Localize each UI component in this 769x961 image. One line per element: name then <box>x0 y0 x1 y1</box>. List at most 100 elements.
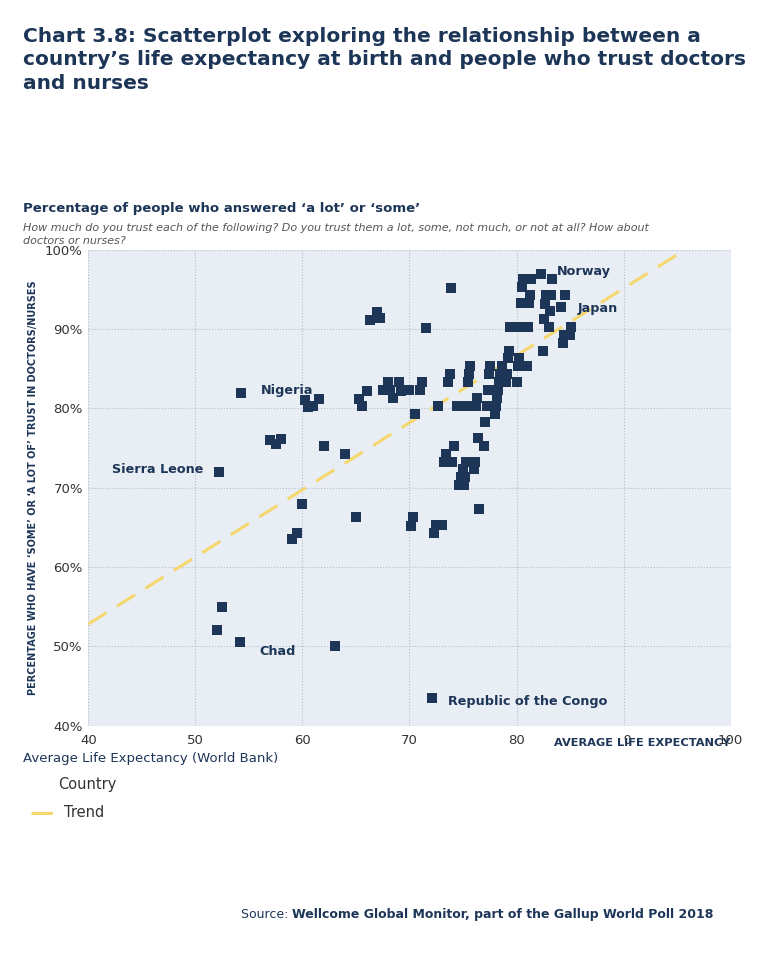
Point <box>419 320 431 335</box>
Point <box>538 311 551 327</box>
Text: Trend: Trend <box>64 804 104 820</box>
Point <box>458 478 470 493</box>
Point <box>364 312 376 328</box>
Point <box>478 438 491 454</box>
Text: Norway: Norway <box>558 265 611 278</box>
Point <box>544 304 556 319</box>
Point <box>339 446 351 461</box>
Point <box>501 367 513 382</box>
Point <box>514 295 527 310</box>
Point <box>494 367 507 382</box>
Point <box>546 272 558 287</box>
Point <box>468 462 480 478</box>
Point <box>270 436 282 452</box>
Point <box>428 526 441 541</box>
Point <box>361 383 373 399</box>
Point <box>445 281 458 296</box>
Point <box>384 382 396 398</box>
Point <box>301 399 314 414</box>
Point <box>500 375 512 390</box>
Text: AVERAGE LIFE EXPECTANCY: AVERAGE LIFE EXPECTANCY <box>554 738 731 748</box>
Point <box>555 299 568 314</box>
Point <box>489 407 501 422</box>
Text: Chart 3.8: Scatterplot exploring the relationship between a
country’s life expec: Chart 3.8: Scatterplot exploring the rel… <box>23 27 746 93</box>
Point <box>523 295 535 310</box>
Text: Country: Country <box>58 776 116 792</box>
Point <box>416 375 428 390</box>
Point <box>495 358 508 374</box>
Point <box>481 399 493 414</box>
Point <box>382 375 394 390</box>
Point <box>522 319 534 334</box>
Point <box>265 432 277 448</box>
Point <box>444 367 456 382</box>
Point <box>430 517 442 532</box>
Point <box>213 464 225 480</box>
Point <box>235 634 247 650</box>
Point <box>558 287 571 303</box>
Point <box>470 399 482 414</box>
Point <box>525 272 538 287</box>
Point <box>484 358 496 374</box>
Point <box>426 690 438 705</box>
Point <box>371 304 384 319</box>
Point <box>307 399 319 414</box>
Point <box>453 478 465 493</box>
Point <box>312 391 325 407</box>
Y-axis label: PERCENTAGE WHO HAVE ‘SOME’ OR ‘A LOT OF’ TRUST IN DOCTORS/NURSES: PERCENTAGE WHO HAVE ‘SOME’ OR ‘A LOT OF’… <box>28 281 38 695</box>
Point <box>275 431 288 446</box>
Point <box>459 470 471 485</box>
Text: Republic of the Congo: Republic of the Congo <box>448 695 608 708</box>
Point <box>377 382 389 398</box>
Text: Wellcome Global Monitor, part of the Gallup World Poll 2018: Wellcome Global Monitor, part of the Gal… <box>292 908 714 922</box>
Point <box>448 438 461 454</box>
Point <box>211 623 223 638</box>
Point <box>541 287 553 303</box>
Point <box>517 272 529 287</box>
Point <box>503 343 515 358</box>
Point <box>504 319 516 334</box>
Point <box>558 327 570 342</box>
Text: Average Life Expectancy (World Bank): Average Life Expectancy (World Bank) <box>23 752 278 765</box>
Point <box>557 335 569 351</box>
Point <box>216 599 228 614</box>
Text: Sierra Leone: Sierra Leone <box>112 463 203 476</box>
Point <box>404 382 416 398</box>
Text: How much do you trust each of the following? Do you trust them a lot, some, not : How much do you trust each of the follow… <box>23 223 649 246</box>
Point <box>235 634 247 650</box>
Point <box>451 399 463 414</box>
Point <box>565 319 578 334</box>
Point <box>426 690 438 705</box>
Point <box>440 446 452 461</box>
Point <box>414 382 426 398</box>
Point <box>464 358 477 374</box>
Point <box>564 327 576 342</box>
Point <box>482 367 494 382</box>
Text: Nigeria: Nigeria <box>261 383 313 397</box>
Point <box>298 393 311 408</box>
Point <box>328 638 341 653</box>
Point <box>537 343 549 358</box>
Point <box>462 375 474 390</box>
Point <box>473 502 485 517</box>
Point <box>463 367 475 382</box>
Point <box>432 399 444 414</box>
Point <box>374 310 386 326</box>
Point <box>542 319 554 334</box>
Point <box>511 375 523 390</box>
Point <box>435 517 448 532</box>
Point <box>454 470 467 485</box>
Point <box>318 439 330 455</box>
Point <box>524 287 537 303</box>
Point <box>479 414 491 430</box>
Point <box>512 351 524 366</box>
Text: Chad: Chad <box>260 646 296 658</box>
Point <box>539 296 551 311</box>
Point <box>514 319 526 334</box>
Point <box>457 462 469 478</box>
Text: Source:: Source: <box>241 908 292 922</box>
Point <box>535 266 548 282</box>
Point <box>493 375 505 390</box>
Point <box>555 299 568 314</box>
Point <box>393 375 405 390</box>
